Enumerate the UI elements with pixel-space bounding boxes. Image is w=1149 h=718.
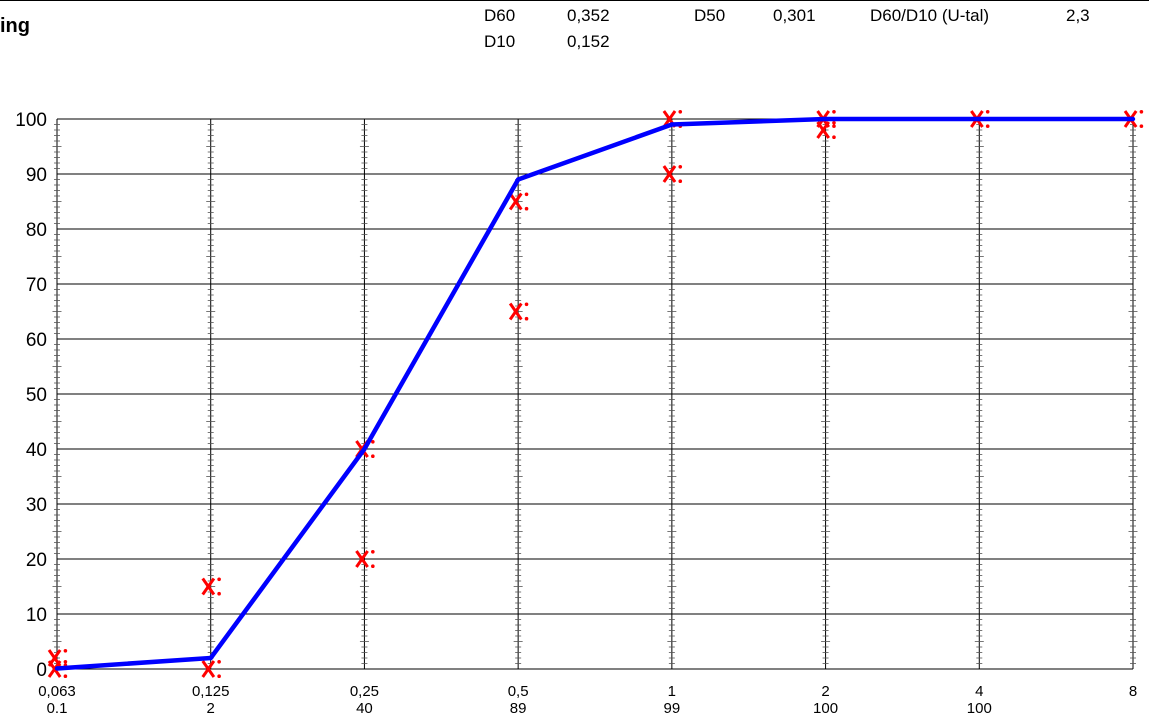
x-tick-label-4: 1	[668, 683, 676, 700]
marker-dot	[217, 674, 221, 678]
y-axis: 0 10 20 30 40 50 60 70 80 90 100	[15, 110, 47, 681]
stat-d50-label: D50	[694, 6, 726, 25]
marker-dot	[63, 649, 68, 653]
grid-lines	[52, 118, 1138, 670]
marker-dot	[524, 192, 529, 197]
marker-dot	[1139, 110, 1144, 114]
marker-stroke	[201, 660, 216, 678]
limit-marker-9	[662, 165, 683, 183]
x-tick-label-1: 0,125	[192, 683, 230, 700]
x-tick-label-6: 4	[975, 683, 983, 700]
marker-dot	[832, 121, 836, 125]
y-tick-label-60: 60	[26, 330, 47, 351]
marker-dot	[371, 454, 375, 459]
series-point-1	[208, 655, 213, 661]
passing-label-1: 2	[207, 700, 215, 717]
y-tick-label-30: 30	[26, 495, 47, 516]
passing-label-2: 40	[356, 700, 373, 717]
stat-uniformity-value: 2,3	[1066, 6, 1090, 25]
stat-d10-value: 0,152	[567, 32, 610, 51]
limit-marker-7	[508, 302, 529, 321]
stat-d60-value: 0,352	[567, 6, 610, 25]
series-point-0	[54, 666, 60, 671]
marker-dot	[371, 564, 375, 568]
y-tick-label-10: 10	[26, 605, 47, 626]
y-tick-label-80: 80	[26, 220, 47, 241]
y-tick-label-90: 90	[26, 165, 47, 186]
marker-stroke	[201, 577, 216, 596]
series-point-3	[515, 177, 521, 182]
series-point-2	[362, 446, 367, 452]
marker-dot	[832, 110, 836, 114]
series-group	[54, 116, 1136, 671]
stat-d10-label: D10	[484, 32, 516, 51]
y-tick-label-0: 0	[36, 660, 47, 681]
marker-dot	[217, 660, 221, 664]
marker-stroke	[508, 192, 523, 211]
y-tick-label-70: 70	[26, 275, 47, 296]
marker-dot	[371, 440, 375, 444]
x-tick-label-3: 0,5	[508, 683, 529, 700]
x-tick-label-7: 8	[1129, 683, 1137, 700]
limit-marker-6	[508, 192, 529, 211]
series-point-4	[669, 122, 675, 127]
marker-dot	[678, 110, 683, 114]
marker-dot	[63, 674, 68, 678]
limit-marker-3	[201, 660, 221, 678]
marker-dot	[985, 110, 990, 114]
series-point-7	[1130, 116, 1136, 122]
marker-dot	[678, 165, 683, 169]
x-tick-label-0: 0,063	[38, 683, 76, 700]
y-tick-label-100: 100	[15, 110, 47, 131]
marker-dot	[371, 550, 375, 554]
top-rule	[0, 0, 1149, 1]
marker-dot	[524, 206, 529, 211]
passing-label-3: 89	[510, 700, 527, 717]
marker-stroke	[508, 302, 523, 321]
passing-label-6: 100	[967, 700, 992, 717]
marker-dot	[524, 302, 529, 307]
marker-dot	[63, 660, 68, 664]
y-tick-label-20: 20	[26, 550, 47, 571]
series-point-5	[823, 116, 828, 122]
limit-marker-11	[816, 121, 836, 139]
marker-stroke	[47, 660, 62, 678]
series-point-6	[977, 116, 982, 122]
y-tick-label-50: 50	[26, 385, 47, 406]
stat-uniformity-label: D60/D10 (U-tal)	[870, 6, 990, 25]
marker-stroke	[662, 165, 677, 183]
limit-marker-1	[47, 660, 68, 678]
x-tick-label-2: 0,25	[350, 683, 379, 700]
chart-title: ing	[0, 15, 30, 37]
x-tick-label-5: 2	[821, 683, 829, 700]
marker-dot	[524, 316, 529, 321]
series-line-0	[56, 116, 1133, 671]
stat-d50-value: 0,301	[773, 6, 816, 25]
marker-dot	[217, 591, 221, 596]
passing-label-5: 100	[813, 700, 838, 717]
passing-label-0: 0.1	[47, 700, 68, 717]
marker-stroke	[355, 550, 369, 568]
marker-dot	[832, 124, 836, 128]
marker-dot	[832, 135, 836, 139]
marker-dot	[985, 124, 990, 128]
stat-d60-label: D60	[484, 6, 516, 25]
marker-dot	[678, 179, 683, 183]
marker-stroke	[816, 121, 831, 139]
y-tick-label-40: 40	[26, 440, 47, 461]
marker-dot	[217, 577, 221, 582]
marker-dot	[1139, 124, 1144, 128]
limit-marker-5	[355, 550, 375, 568]
limit-marker-2	[201, 577, 221, 596]
passing-label-4: 99	[664, 700, 681, 717]
